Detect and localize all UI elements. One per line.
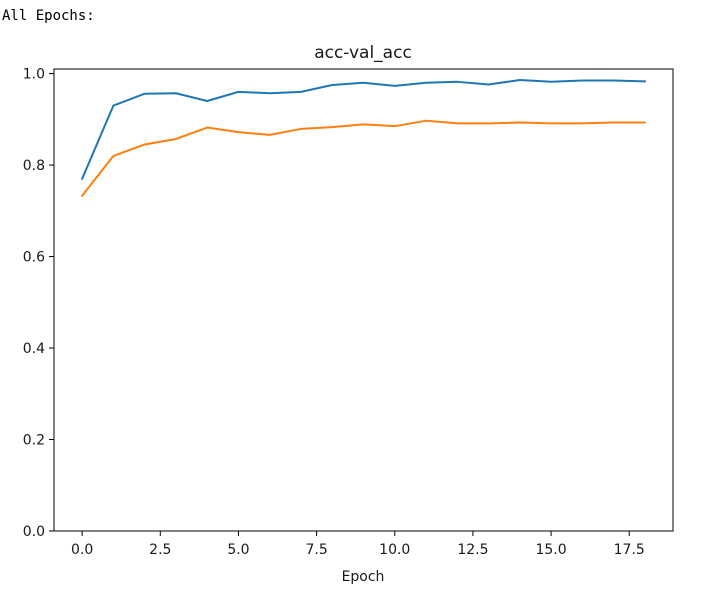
x-tick-label: 17.5 [614, 542, 645, 558]
x-tick-label: 10.0 [379, 542, 410, 558]
y-tick-label: 0.4 [23, 341, 45, 357]
x-tick-label: 7.5 [305, 542, 327, 558]
chart-title: acc-val_acc [314, 43, 412, 63]
output-label: All Epochs: [2, 8, 95, 24]
x-tick-label: 15.0 [535, 542, 566, 558]
x-tick-label: 0.0 [71, 542, 93, 558]
series-line-1 [80, 78, 646, 181]
y-tick-label: 0.8 [23, 158, 45, 174]
x-tick-label: 12.5 [457, 542, 488, 558]
y-tick-label: 0.6 [23, 250, 45, 266]
axes-frame [53, 68, 674, 532]
x-axis-label: Epoch [342, 569, 385, 585]
y-tick-label: 1.0 [23, 67, 45, 83]
series-line-2 [80, 119, 646, 198]
y-tick-label: 0.0 [23, 524, 45, 540]
x-tick-label: 5.0 [227, 542, 249, 558]
y-tick-label: 0.2 [23, 433, 45, 449]
x-tick-label: 2.5 [149, 542, 171, 558]
plot-area: 0.0 2.5 5.0 7.5 10.0 12.5 15.0 17.5 0.0 0.2 0.4 0.6… [23, 67, 674, 558]
